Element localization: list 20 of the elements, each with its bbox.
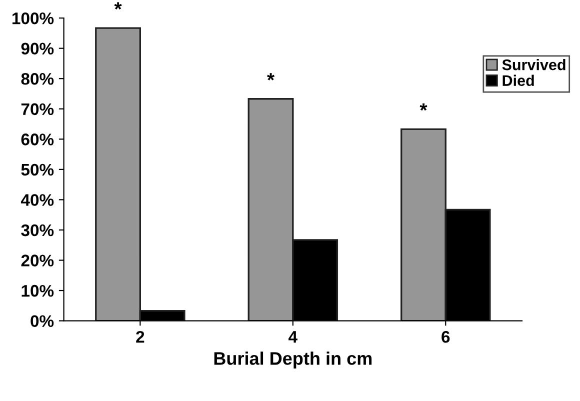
y-tick-label: 80% xyxy=(21,72,54,85)
y-tick-label: 60% xyxy=(21,134,54,146)
y-tick-label: 40% xyxy=(20,194,54,206)
x-tick-label: 6 xyxy=(442,330,450,343)
x-axis-title: Burial Depth in cm xyxy=(214,352,372,368)
y-tick-label: 50% xyxy=(21,164,54,176)
y-tick-label: 30% xyxy=(21,224,54,236)
annotation: * xyxy=(420,103,428,111)
x-tick-label: 4 xyxy=(288,331,298,343)
y-tick-label: 70% xyxy=(21,103,54,116)
y-tick-label: 90% xyxy=(21,42,54,55)
annotation: * xyxy=(114,2,122,10)
y-tick-label: 10% xyxy=(22,284,54,297)
annotation: * xyxy=(267,73,275,80)
y-tick-label: 0% xyxy=(30,315,54,328)
y-tick-label: 20% xyxy=(21,254,54,266)
x-tick-label: 2 xyxy=(136,330,144,343)
legend-label: Survived xyxy=(502,59,566,70)
legend-label: Died xyxy=(502,74,534,86)
y-tick-label: 100% xyxy=(12,12,54,24)
